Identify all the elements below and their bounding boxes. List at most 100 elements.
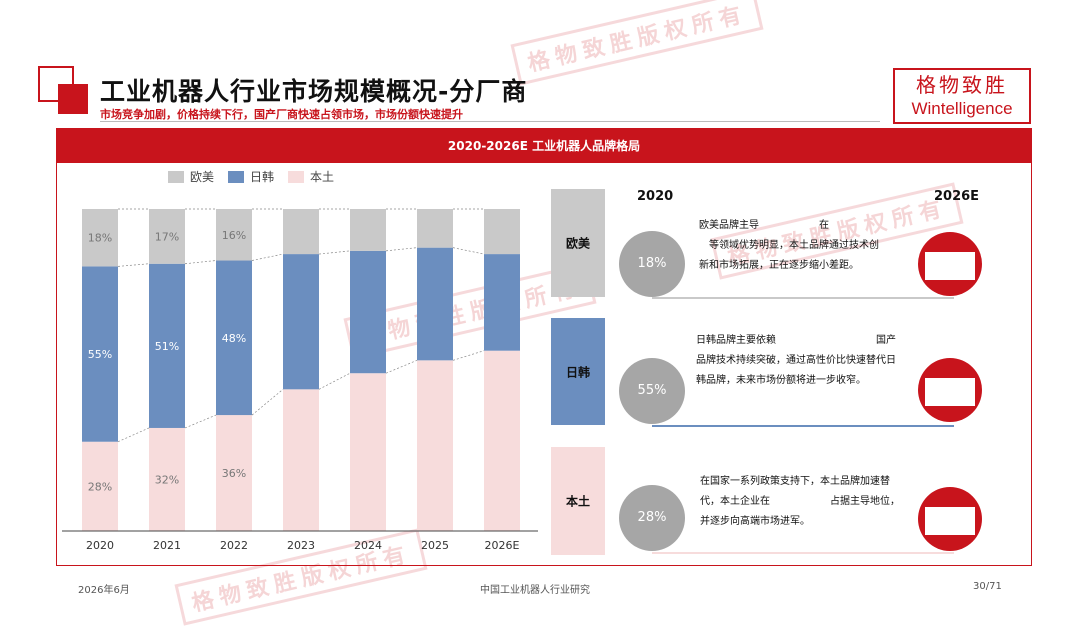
connector-line <box>452 247 485 255</box>
bar-segment <box>216 415 252 531</box>
bar-segment <box>484 209 520 255</box>
bar-segment <box>149 427 185 531</box>
bar-segment <box>283 389 319 531</box>
connector-line <box>452 350 485 361</box>
connector-line <box>318 250 351 255</box>
start-year-label: 2020 <box>637 189 674 204</box>
legend-swatch-western <box>168 170 184 183</box>
stacked-bar-chart: 28% 55% 18% 2020 32% 51% 17% 2021 36% 48% 16% 2022 2… <box>62 208 538 552</box>
description-jpkr-line: 韩品牌，未来市场份额将进一步收窄。 <box>696 375 866 386</box>
watermark-top: 格物致胜版权所有 <box>510 0 764 86</box>
legend-item-jpkr: 日韩 <box>228 168 274 185</box>
bar-segment <box>484 350 520 531</box>
bar-segment <box>417 209 453 248</box>
chart-legend: 欧美 日韩 本土 <box>168 168 334 185</box>
category-box-western: 欧美 <box>551 189 605 297</box>
bar-segment <box>350 250 386 374</box>
category-box-jpkr: 日韩 <box>551 318 605 425</box>
share-circle-jpkr: 55% <box>619 358 685 424</box>
brand-logo: 格物致胜 Wintelligence <box>893 68 1031 124</box>
data-label: 48% <box>222 332 246 345</box>
data-label: 16% <box>222 229 246 242</box>
bar-segment <box>216 260 252 416</box>
legend-swatch-jpkr <box>228 170 245 183</box>
title-divider <box>100 121 880 122</box>
title-decoration-square <box>58 84 88 114</box>
bar-segment <box>82 209 118 267</box>
connector-line <box>318 372 351 390</box>
description-jpkr-line: 日韩品牌主要依赖 国产 <box>696 335 896 346</box>
panel-title: 2020-2026E 工业机器人品牌格局 <box>57 129 1031 163</box>
x-tick-label: 2021 <box>153 539 181 552</box>
data-label: 32% <box>155 473 179 486</box>
bar-segment <box>417 360 453 531</box>
category-label-domestic: 本土 <box>565 494 590 509</box>
description-western-line: 等领域优势明显，本土品牌通过技术创 <box>699 240 879 251</box>
page-number: 30/71 <box>973 581 1002 592</box>
legend-item-domestic: 本土 <box>288 168 334 185</box>
share-circle-domestic: 28% <box>619 485 685 551</box>
category-label-jpkr: 日韩 <box>565 365 590 379</box>
footer-date: 2026年6月 <box>78 585 130 596</box>
end-year-label: 2026E <box>934 189 980 204</box>
legend-label-western: 欧美 <box>190 170 215 184</box>
bar-segment <box>417 247 453 361</box>
bar-segment <box>350 373 386 531</box>
x-tick-label: 2025 <box>421 539 449 552</box>
description-domestic-line: 并逐步向高端市场进军。 <box>700 516 810 527</box>
bar-segment <box>82 441 118 531</box>
content-panel <box>56 128 1032 566</box>
share-circle-2026-western <box>918 232 982 296</box>
connector-line <box>117 427 150 443</box>
data-label: 36% <box>222 467 246 480</box>
x-tick-label: 2020 <box>86 539 114 552</box>
connector-line <box>251 253 284 261</box>
description-domestic-line: 代，本土企业在 占据主导地位， <box>700 496 900 507</box>
description-jpkr-line: 品牌技术持续突破，通过高性价比快速替代日 <box>696 355 896 366</box>
description-domestic-line: 在国家一系列政策支持下，本土品牌加速替 <box>700 476 890 487</box>
page-title: 工业机器人行业市场规模概况-分厂商 <box>100 77 528 106</box>
bar-segment <box>149 263 185 428</box>
description-jpkr: 日韩品牌主要依赖 国产 品牌技术持续突破，通过高性价比快速替代日 韩品牌，未来市… <box>696 331 911 391</box>
x-tick-label: 2026E <box>485 539 520 552</box>
legend-item-western: 欧美 <box>168 168 214 185</box>
data-label: 28% <box>88 480 112 493</box>
description-western-line: 新和市场拓展，正在逐步缩小差距。 <box>699 260 859 271</box>
connector-line <box>385 360 418 374</box>
trend-arrow-western <box>652 297 954 299</box>
bar-segment <box>82 266 118 442</box>
hidden-value-box <box>924 377 976 407</box>
footer-source: 中国工业机器人行业研究 <box>480 585 590 596</box>
category-label-western: 欧美 <box>565 236 590 251</box>
x-tick-label: 2023 <box>287 539 315 552</box>
data-label: 18% <box>88 232 112 245</box>
x-tick-label: 2024 <box>354 539 382 552</box>
bar-segment <box>484 254 520 351</box>
connector-line <box>385 247 418 252</box>
hidden-value-box <box>924 251 976 281</box>
description-western: 欧美品牌主导 在 等领域优势明显，本土品牌通过技术创 新和市场拓展，正在逐步缩小… <box>699 216 914 276</box>
hidden-value-box <box>924 506 976 536</box>
description-western-line: 欧美品牌主导 在 <box>699 220 829 231</box>
trend-arrow-jpkr <box>652 425 954 427</box>
page-subtitle: 市场竞争加剧，价格持续下行，国产厂商快速占领市场，市场份额快速提升 <box>100 108 463 121</box>
share-circle-western: 18% <box>619 231 685 297</box>
bar-segment <box>149 209 185 264</box>
bar-segment <box>216 209 252 261</box>
connector-line <box>117 263 150 267</box>
description-domestic: 在国家一系列政策支持下，本土品牌加速替 代，本土企业在 占据主导地位， 并逐步向… <box>700 472 915 532</box>
bar-segment <box>283 209 319 255</box>
bar-segment <box>283 254 319 390</box>
category-box-domestic: 本土 <box>551 447 605 555</box>
connector-line <box>184 260 217 265</box>
logo-en-text: Wintelligence <box>911 99 1013 118</box>
data-label: 17% <box>155 230 179 243</box>
legend-label-jpkr: 日韩 <box>250 170 275 184</box>
x-tick-label: 2022 <box>220 539 248 552</box>
logo-cn-text: 格物致胜 <box>916 73 1008 97</box>
legend-swatch-domestic <box>288 170 305 183</box>
trend-arrow-domestic <box>652 552 954 554</box>
connector-line <box>251 389 284 416</box>
connector-line <box>184 414 217 429</box>
share-circle-2026-jpkr <box>918 358 982 422</box>
